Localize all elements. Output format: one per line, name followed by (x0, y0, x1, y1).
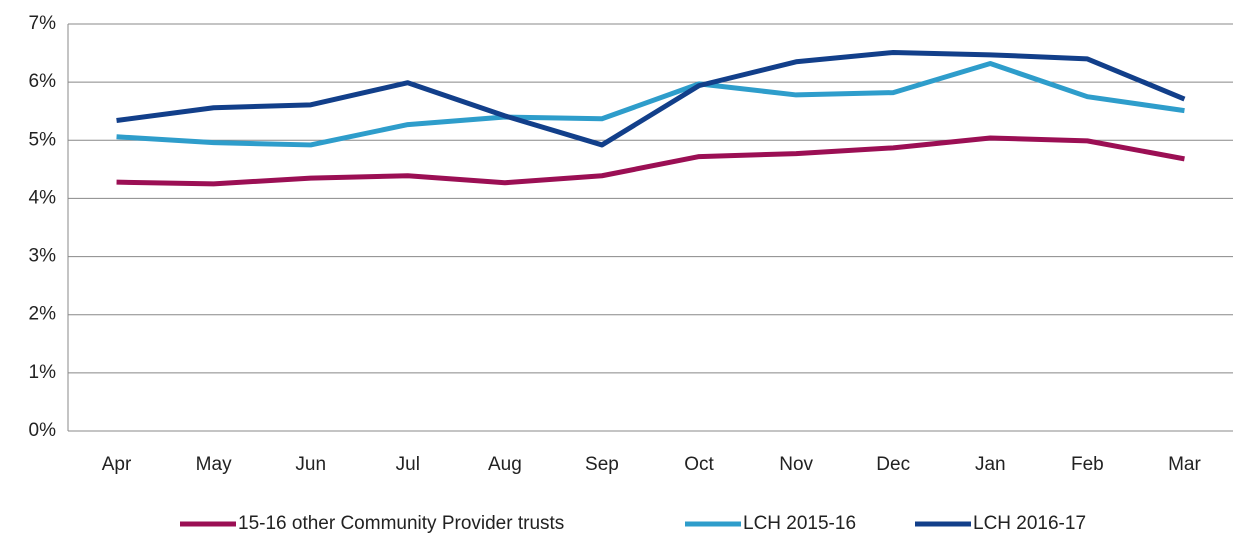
x-tick-label: Apr (102, 454, 132, 475)
x-tick-label: Oct (684, 454, 714, 475)
x-tick-label: Jun (295, 454, 326, 475)
y-tick-label: 6% (29, 71, 57, 92)
x-tick-label: May (196, 454, 232, 475)
legend-label: LCH 2015-16 (743, 513, 856, 533)
y-tick-label: 1% (29, 362, 57, 383)
x-tick-label: Jul (396, 454, 420, 475)
y-tick-label: 2% (29, 304, 57, 325)
y-tick-label: 0% (29, 420, 57, 441)
y-tick-label: 5% (29, 129, 57, 150)
series-line (116, 49, 1186, 148)
legend-label: LCH 2016-17 (973, 513, 1086, 533)
x-tick-label: Jan (975, 454, 1006, 475)
x-tick-label: Sep (585, 454, 619, 475)
series-line (116, 135, 1185, 187)
y-tick-label: 3% (29, 246, 57, 267)
x-tick-label: Aug (488, 454, 522, 475)
series-line (116, 61, 1185, 148)
x-tick-label: Mar (1168, 454, 1201, 475)
y-tick-label: 7% (29, 13, 57, 34)
x-tick-label: Dec (876, 454, 910, 475)
x-tick-label: Nov (779, 454, 813, 475)
legend-label: 15-16 other Community Provider trusts (238, 513, 564, 533)
x-tick-label: Feb (1071, 454, 1104, 475)
y-tick-label: 4% (29, 187, 57, 208)
